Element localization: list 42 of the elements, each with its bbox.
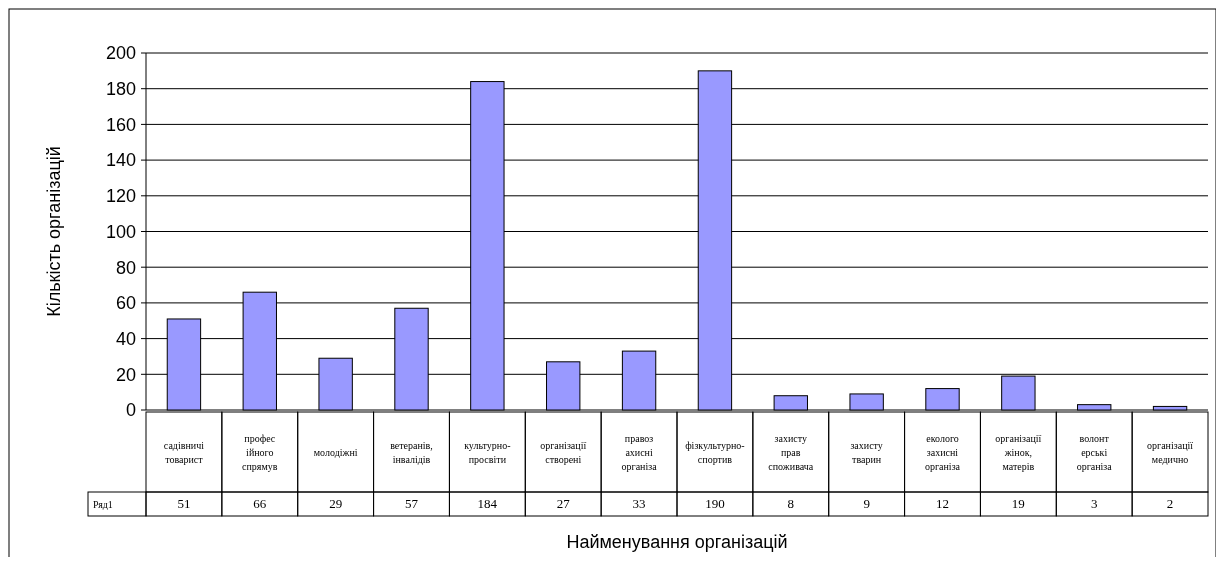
data-label: 19: [1011, 496, 1025, 511]
data-label: 66: [253, 496, 267, 511]
x-tick-label: волонтерські організа: [1076, 433, 1113, 472]
data-label: 29: [329, 496, 343, 511]
y-tick-label: 120: [105, 186, 136, 207]
x-tick-label: організації створені: [540, 440, 587, 465]
data-label: 57: [405, 496, 419, 511]
text: Ряд1: [93, 499, 113, 510]
y-tick-label: 140: [105, 150, 136, 171]
x-tick-label: садівничі товарист: [163, 440, 205, 465]
x-tick-label: молодіжні: [313, 447, 358, 458]
x-tick-label: захисту прав споживача: [768, 433, 814, 472]
data-label: 2: [1166, 496, 1174, 511]
data-label: 190: [705, 496, 725, 511]
y-tick-label: 20: [115, 364, 136, 385]
x-tick-label: організації медично: [1147, 440, 1194, 465]
y-tick-label: 40: [115, 328, 136, 349]
x-tick-label: професійного спрямув: [242, 433, 278, 472]
x-axis-title: Найменування організацій: [566, 532, 788, 552]
y-tick-label: 80: [115, 257, 136, 278]
x-tick-label: екологозахисні організа: [924, 433, 961, 472]
y-tick-label: 160: [105, 114, 136, 135]
y-axis-title: Кількість організацій: [44, 146, 64, 317]
x-tick-label: фізкультурно-спортив: [685, 440, 745, 465]
data-label: 12: [936, 496, 949, 511]
y-tick-label: 0: [125, 400, 136, 421]
y-tick-label: 60: [115, 293, 136, 314]
data-label: 8: [787, 496, 795, 511]
y-tick-label: 100: [105, 221, 136, 242]
data-label: 3: [1090, 496, 1098, 511]
data-label: 33: [632, 496, 646, 511]
data-label: 51: [177, 496, 191, 511]
x-tick-label: організації жінок, матерів: [995, 433, 1042, 472]
y-tick-label: 200: [105, 43, 136, 64]
x-tick-label: культурно-просвіти: [464, 440, 511, 465]
x-tick-label: захисту тварин: [850, 440, 883, 465]
x-tick-label: ветеранів, інвалідів: [390, 440, 433, 465]
y-tick-label: 180: [105, 79, 136, 99]
data-label: 27: [556, 496, 571, 511]
x-tick-label: правозахисні організа: [621, 433, 658, 472]
data-label: 9: [863, 496, 870, 511]
data-label: 184: [477, 496, 498, 511]
